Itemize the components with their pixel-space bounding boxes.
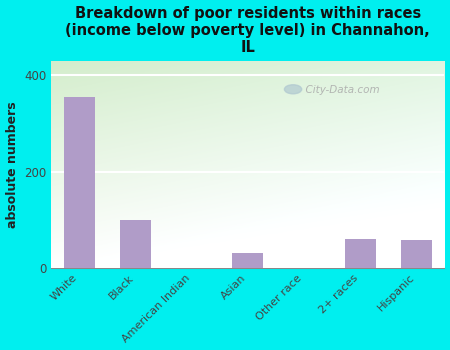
- Bar: [345, 239, 376, 268]
- Title: Breakdown of poor residents within races
(income below poverty level) in Channah: Breakdown of poor residents within races…: [65, 6, 430, 55]
- Circle shape: [284, 85, 302, 94]
- Bar: [64, 97, 95, 268]
- Bar: [232, 253, 263, 268]
- Bar: [401, 240, 432, 268]
- Bar: [120, 220, 151, 268]
- Text: City-Data.com: City-Data.com: [299, 85, 380, 95]
- Y-axis label: absolute numbers: absolute numbers: [5, 101, 18, 228]
